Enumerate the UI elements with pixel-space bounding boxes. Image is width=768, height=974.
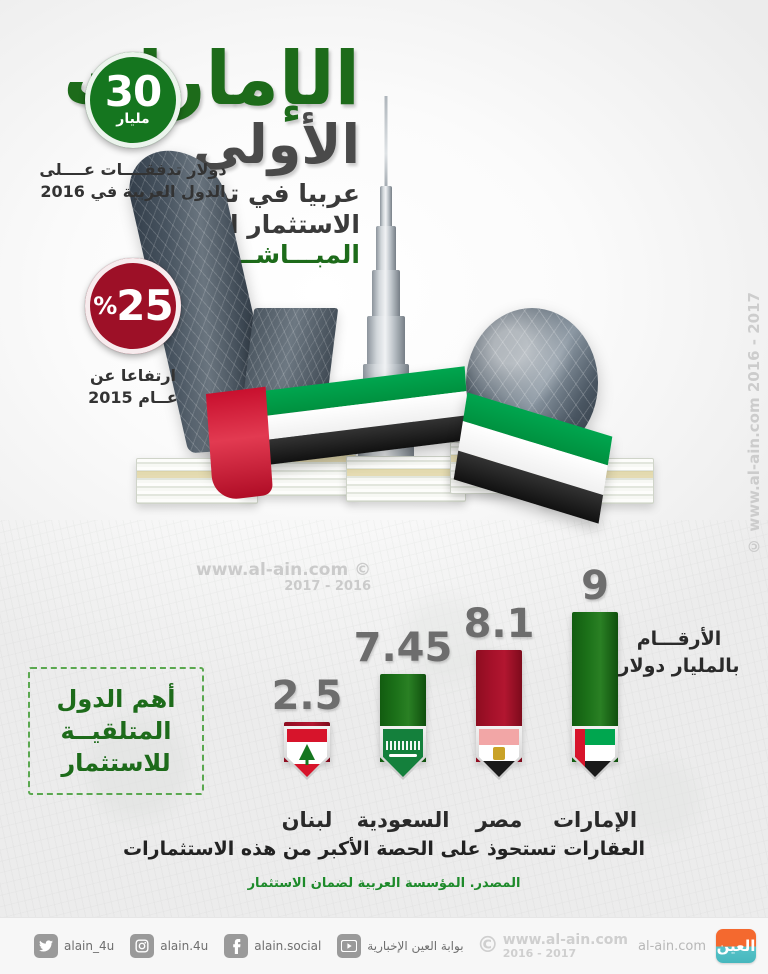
chart-caption: العقارات تستحوذ على الحصة الأكبر من هذه … (123, 838, 645, 860)
youtube-icon[interactable] (337, 934, 362, 958)
flag-shield-saudi (380, 726, 426, 780)
bar-value-uae: 9 (581, 563, 609, 609)
bar-label-uae: الإمارات (552, 808, 638, 832)
flag-shield-uae (572, 726, 618, 780)
social-link-twitter[interactable]: alain_4u (34, 934, 114, 958)
badge-circle-red: %25 (84, 257, 182, 355)
flag-shield-lebanon (284, 726, 330, 780)
facebook-icon[interactable] (224, 934, 249, 958)
youtube-handle: بوابة العين الإخبارية (367, 939, 464, 953)
copyright-icon: © (476, 933, 499, 959)
badge-unit: مليار (116, 110, 150, 127)
flag-shield-egypt (476, 726, 522, 780)
badge-value: 30 (104, 67, 162, 117)
chart-title-line1: أهم الدول (56, 685, 176, 713)
legend-line2: بالمليار دولار (618, 654, 740, 677)
badge-number: 25 (116, 280, 173, 330)
twitter-icon[interactable] (34, 934, 58, 958)
burj-tier (376, 226, 396, 274)
chart-unit-legend: الأرقـــام بالمليار دولار (604, 626, 754, 679)
social-link-instagram[interactable]: alain.4u (130, 934, 208, 958)
bar-value-saudi: 7.45 (353, 625, 453, 671)
badge-caption-line1: ارتفاعا عن (89, 366, 177, 385)
bar-label-egypt: مصر (475, 808, 523, 832)
bar-label-lebanon: لبنان (281, 808, 333, 832)
badge-caption-line1: دولار تدفقــــات عــــلى (39, 160, 227, 179)
source-note: المصدر. المؤسسة العربية لضمان الاستثمار (247, 876, 521, 891)
footer-domain-text: al-ain.com (638, 938, 706, 954)
badge-caption: دولار تدفقــــات عــــلى الدول العربية ف… (28, 159, 238, 202)
footer-bar: alain_4u alain.4u alain.social (0, 917, 768, 974)
chart-title-box: أهم الدول المتلقيــة للاستثمار (28, 667, 204, 796)
chart-bars-group: 9 الإمارات 8.1 مص (236, 540, 637, 832)
badge-caption-line2: عــام 2015 (88, 387, 178, 407)
burj-spire (384, 96, 388, 192)
stat-badge-25-percent: %25 ارتفاعا عن عــام 2015 (28, 257, 238, 408)
bar-label-saudi: السعودية (356, 808, 450, 832)
twitter-handle: alain_4u (64, 939, 115, 953)
footer-branding: © www.al-ain.com 2016 - 2017 al-ain.com … (477, 929, 756, 963)
social-links: alain_4u alain.4u alain.social (34, 934, 464, 958)
burj-tier (372, 270, 400, 320)
instagram-handle: alain.4u (160, 939, 209, 953)
title-line-first: الأولى (192, 113, 360, 177)
legend-line1: الأرقـــام (636, 628, 722, 650)
footer-watermark: © www.al-ain.com 2016 - 2017 (477, 933, 628, 959)
footer-watermark-years: 2016 - 2017 (502, 946, 577, 960)
stat-badge-30-billion: 30 مليار دولار تدفقــــات عــــلى الدول … (28, 51, 238, 202)
percent-symbol: % (93, 291, 117, 320)
badge-value: %25 (93, 284, 174, 326)
facebook-handle: alain.social (254, 939, 322, 953)
chart-title-line3: للاستثمار (61, 749, 171, 778)
footer-watermark-domain: www.al-ain.com (502, 931, 629, 948)
bar-value-lebanon: 2.5 (271, 673, 343, 719)
burj-tier (380, 186, 392, 230)
uae-flag-ribbon (205, 366, 613, 524)
badge-circle-green: 30 مليار (84, 51, 182, 149)
bar-value-egypt: 8.1 (463, 601, 535, 647)
chart-title-line2: المتلقيــة (60, 717, 172, 746)
badge-caption-line2: الدول العربية في 2016 (40, 181, 226, 201)
flag-ribbon-main (205, 366, 470, 502)
social-link-youtube[interactable]: بوابة العين الإخبارية (337, 934, 464, 958)
bar-chart: أهم الدول المتلقيــة للاستثمار الأرقـــا… (0, 540, 768, 832)
burj-tier (367, 316, 405, 368)
instagram-icon[interactable] (130, 934, 155, 958)
dollar-stack (346, 456, 466, 502)
skyline-illustration (120, 40, 654, 524)
badge-caption: ارتفاعا عن عــام 2015 (28, 365, 238, 408)
al-ain-logo[interactable]: العين (716, 929, 756, 963)
side-watermark: © www.al-ain.com 2016 - 2017 (744, 292, 763, 555)
social-link-facebook[interactable]: alain.social (224, 934, 321, 958)
